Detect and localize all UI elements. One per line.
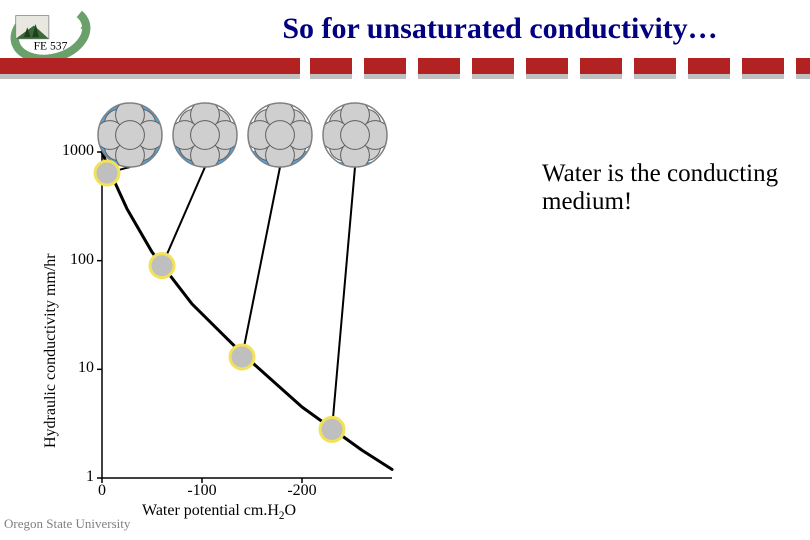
y-tick-label: 100 [52,251,94,269]
curve-marker [320,417,344,441]
x-axis-label: Water potential cm.H2O [142,502,296,522]
divider-bar [0,58,810,80]
x-tick-label: -100 [177,482,227,500]
y-tick-label: 10 [52,359,94,377]
x-tick-label: 0 [77,482,127,500]
soil-icon [320,100,389,169]
annotation-text: Water is the conducting medium! [542,160,798,216]
x-tick-label: -200 [277,482,327,500]
svg-text:FE 537: FE 537 [34,40,68,53]
curve-marker [230,345,254,369]
y-axis-label: Hydraulic conductivity mm/hr [42,253,60,448]
slide-title: So for unsaturated conductivity… [200,12,800,46]
conductivity-chart [42,92,412,503]
curve-marker [150,254,174,278]
course-logo: FE 537 [8,4,93,62]
footer-text: Oregon State University [4,516,130,532]
y-tick-label: 1000 [52,142,94,160]
curve-marker [95,161,119,185]
soil-icon [245,100,314,169]
soil-icon [170,100,239,169]
